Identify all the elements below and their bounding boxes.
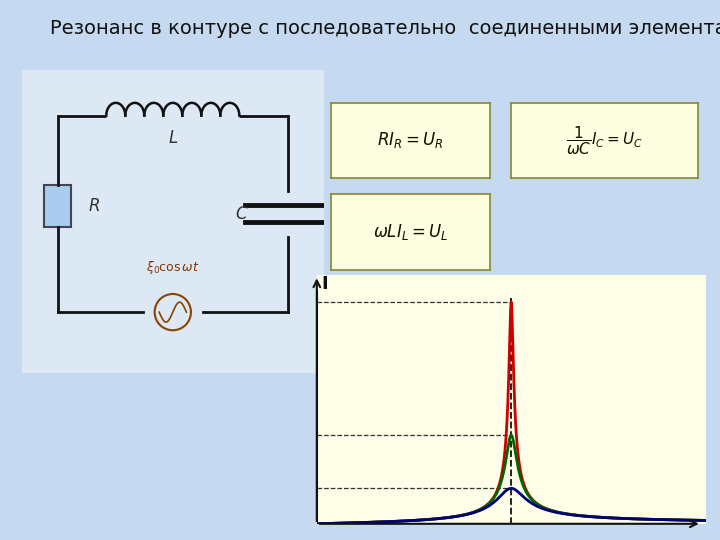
Text: $\omega_0$: $\omega_0$ — [500, 539, 522, 540]
Text: I: I — [322, 275, 328, 293]
Text: 0: 0 — [312, 539, 321, 540]
Text: $R$: $R$ — [88, 197, 100, 215]
Text: Резонанс в контуре с последовательно  соединенными элементами: Резонанс в контуре с последовательно сое… — [50, 19, 720, 38]
Text: $\dfrac{1}{\omega C}I_C = U_C$: $\dfrac{1}{\omega C}I_C = U_C$ — [567, 124, 643, 157]
Text: $\xi_0\cos\omega t$: $\xi_0\cos\omega t$ — [146, 259, 199, 276]
Text: $\omega L I_L = U_L$: $\omega L I_L = U_L$ — [373, 222, 448, 242]
Text: $RI_R = U_R$: $RI_R = U_R$ — [377, 130, 444, 151]
Text: $L$: $L$ — [168, 129, 178, 147]
Text: $\omega$: $\omega$ — [683, 539, 698, 540]
Text: $C$: $C$ — [235, 205, 248, 223]
Bar — [44, 185, 71, 227]
